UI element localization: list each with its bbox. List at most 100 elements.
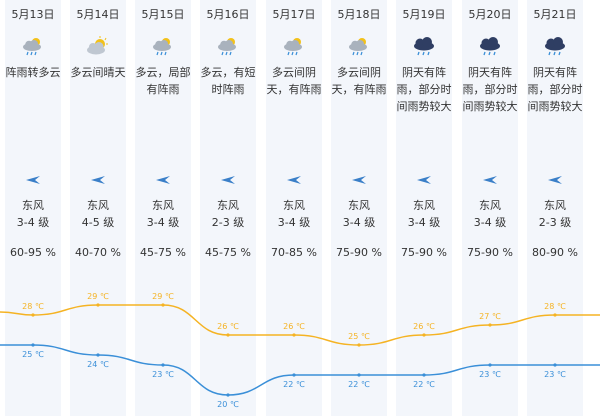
humidity: 45-75 %	[140, 246, 186, 259]
high-temp-point	[96, 303, 100, 307]
dark-cloud-rain-icon	[476, 35, 504, 57]
high-temp-point	[31, 313, 35, 317]
weather-description: 多云间晴天	[70, 66, 126, 79]
wind-arrow-icon	[482, 170, 498, 184]
day-date: 5月16日	[206, 8, 250, 21]
day-date: 5月15日	[141, 8, 185, 21]
day-date: 5月13日	[11, 8, 55, 21]
cloud-rain-sun-icon	[149, 35, 177, 57]
weather-description: 多云间阴 天，有阵雨	[266, 66, 322, 96]
humidity: 70-85 %	[271, 246, 317, 259]
high-temp-point	[161, 303, 165, 307]
wind-arrow-icon	[286, 170, 302, 184]
day-column: 5月17日多云间阴 天，有阵雨东风 3-4 级 70-85 %	[266, 0, 322, 416]
wind-level: 4-5 级	[81, 216, 115, 229]
high-temp-label: 29 ℃	[152, 292, 174, 301]
low-temp-label: 24 ℃	[87, 360, 109, 369]
high-temp-label: 29 ℃	[87, 292, 109, 301]
cloud-rain-sun-icon	[345, 35, 373, 57]
wind-direction: 东风	[283, 199, 305, 212]
cloud-rain-sun-icon	[214, 35, 242, 57]
low-temp-label: 22 ℃	[283, 380, 305, 389]
day-date: 5月21日	[533, 8, 577, 21]
humidity: 60-95 %	[10, 246, 56, 259]
dark-cloud-rain-icon	[541, 35, 569, 57]
wind-level: 3-4 级	[277, 216, 311, 229]
high-temp-label: 26 ℃	[413, 322, 435, 331]
wind-direction: 东风	[413, 199, 435, 212]
dark-cloud-rain-icon	[410, 35, 438, 57]
high-temp-point	[226, 333, 230, 337]
low-temp-point	[161, 363, 165, 367]
wind-arrow-icon	[90, 170, 106, 184]
low-temp-point	[357, 373, 361, 377]
weather-description: 阴天有阵 雨，部分时 间雨势较大	[396, 66, 452, 113]
weather-description: 多云间阴 天，有阵雨	[331, 66, 387, 96]
low-temp-label: 23 ℃	[152, 370, 174, 379]
day-column: 5月16日 多云，有短 时阵雨 东风 2-3 级 45-75 %	[200, 0, 256, 416]
wind-direction: 东风	[348, 199, 370, 212]
wind-arrow-icon	[25, 170, 41, 184]
wind-level: 3-4 级	[16, 216, 50, 229]
weather-description: 阴天有阵 雨，部分时 间雨势较大	[527, 66, 583, 113]
wind-direction: 东风	[152, 199, 174, 212]
low-temp-label: 22 ℃	[413, 380, 435, 389]
wind-level: 3-4 级	[146, 216, 180, 229]
wind-arrow-icon	[547, 170, 563, 184]
day-date: 5月20日	[468, 8, 512, 21]
wind-level: 2-3 级	[538, 216, 572, 229]
humidity: 45-75 %	[205, 246, 251, 259]
high-temp-point	[422, 333, 426, 337]
wind-arrow-icon	[220, 170, 236, 184]
day-column: 5月15日多云，局部 有阵雨东风 3-4 级 45-75 %	[135, 0, 191, 416]
day-column: 5月13日阵雨转多云东风 3-4 级 60-95 %	[5, 0, 61, 416]
high-temp-point	[292, 333, 296, 337]
low-temp-point	[488, 363, 492, 367]
low-temp-label: 25 ℃	[22, 350, 44, 359]
high-temp-point	[488, 323, 492, 327]
high-temp-label: 27 ℃	[479, 312, 501, 321]
low-temp-point	[422, 373, 426, 377]
high-temp-label: 26 ℃	[283, 322, 305, 331]
low-temp-point	[96, 353, 100, 357]
humidity: 75-90 %	[336, 246, 382, 259]
low-temp-point	[31, 343, 35, 347]
day-date: 5月18日	[337, 8, 381, 21]
humidity: 40-70 %	[75, 246, 121, 259]
day-column: 5月21日 阴天有阵 雨，部分时 间雨势较大 东风 2-3 级 80-90 %	[527, 0, 583, 416]
humidity: 75-90 %	[401, 246, 447, 259]
high-temp-point	[553, 313, 557, 317]
day-column: 5月14日 多云间晴天 东风 4-5 级 40-70 %	[70, 0, 126, 416]
cloud-rain-sun-icon	[280, 35, 308, 57]
wind-arrow-icon	[351, 170, 367, 184]
wind-level: 3-4 级	[342, 216, 376, 229]
weather-description: 阴天有阵 雨，部分时 间雨势较大	[462, 66, 518, 113]
low-temp-label: 23 ℃	[544, 370, 566, 379]
wind-direction: 东风	[87, 199, 109, 212]
wind-level: 3-4 级	[407, 216, 441, 229]
low-temp-label: 20 ℃	[217, 400, 239, 409]
day-column: 5月19日 阴天有阵 雨，部分时 间雨势较大 东风 3-4 级 75-90 %	[396, 0, 452, 416]
low-temp-label: 22 ℃	[348, 380, 370, 389]
high-temp-label: 25 ℃	[348, 332, 370, 341]
cloud-rain-sun-icon	[19, 35, 47, 57]
wind-level: 2-3 级	[211, 216, 245, 229]
cloud-sun-icon	[84, 35, 112, 57]
humidity: 80-90 %	[532, 246, 578, 259]
wind-direction: 东风	[479, 199, 501, 212]
low-temp-point	[226, 393, 230, 397]
wind-direction: 东风	[22, 199, 44, 212]
high-temp-label: 26 ℃	[217, 322, 239, 331]
low-temp-point	[292, 373, 296, 377]
weather-description: 多云，有短 时阵雨	[200, 66, 256, 96]
humidity: 75-90 %	[467, 246, 513, 259]
day-date: 5月17日	[272, 8, 316, 21]
wind-arrow-icon	[416, 170, 432, 184]
low-temp-label: 23 ℃	[479, 370, 501, 379]
low-temp-point	[553, 363, 557, 367]
high-temp-label: 28 ℃	[544, 302, 566, 311]
weather-description: 多云，局部 有阵雨	[135, 66, 191, 96]
weather-description: 阵雨转多云	[5, 66, 61, 79]
high-temp-point	[357, 343, 361, 347]
day-column: 5月20日 阴天有阵 雨，部分时 间雨势较大 东风 3-4 级 75-90 %	[462, 0, 518, 416]
